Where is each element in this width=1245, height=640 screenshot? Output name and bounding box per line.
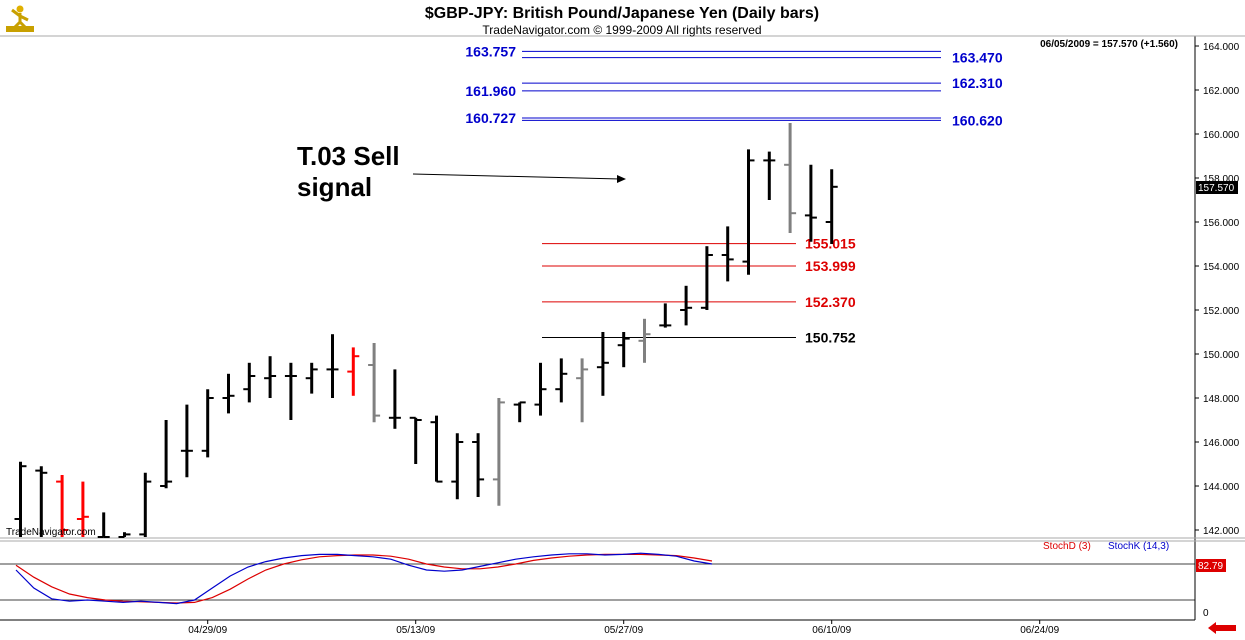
chart-title: $GBP-JPY: British Pound/Japanese Yen (Da…	[425, 5, 819, 22]
level-label: 162.310	[952, 75, 1003, 91]
date-tick-label: 06/10/09	[812, 625, 851, 636]
ohlc-bar	[180, 404, 193, 478]
level-label: 163.757	[465, 43, 516, 59]
ohlc-bar	[347, 347, 360, 396]
trader-figure-logo-icon	[6, 5, 34, 32]
ohlc-bar	[804, 164, 817, 242]
ohlc-bar	[763, 151, 776, 200]
scroll-left-arrow-icon[interactable]	[1208, 622, 1236, 634]
level-label: 161.960	[465, 83, 516, 99]
level-label: 150.752	[805, 329, 856, 345]
stoch-series-line	[15, 552, 713, 605]
price-tick-label: 156.000	[1203, 218, 1240, 229]
stoch-value-badge	[1196, 559, 1226, 572]
ohlc-bar	[388, 369, 401, 429]
price-tick-label: 152.000	[1203, 306, 1240, 317]
ohlc-bar	[596, 332, 609, 396]
watermark-text: TradeNavigator.com	[6, 527, 96, 538]
level-label: 163.470	[952, 50, 1003, 66]
ohlc-bar	[576, 358, 589, 423]
ohlc-bar	[76, 481, 89, 537]
price-tick-label: 150.000	[1203, 350, 1240, 361]
date-tick-label: 05/13/09	[396, 625, 435, 636]
ohlc-bar	[14, 461, 27, 537]
ohlc-bar	[617, 332, 630, 368]
ohlc-bar	[659, 303, 672, 328]
ohlc-bar	[118, 532, 131, 538]
ohlc-bar	[680, 285, 693, 326]
level-label: 152.370	[805, 294, 856, 310]
ohlc-bar	[368, 343, 381, 423]
ohlc-bar	[201, 389, 214, 458]
price-tick-label: 160.000	[1203, 130, 1240, 141]
sell-signal-label-line1: T.03 Sell	[297, 141, 400, 171]
ohlc-bar	[56, 475, 69, 537]
ohlc-bar	[305, 362, 318, 394]
ohlc-bar	[139, 472, 152, 537]
ohlc-bar	[264, 356, 277, 398]
price-tick-label: 146.000	[1203, 438, 1240, 449]
stoch-zero-label: 0	[1203, 608, 1209, 619]
sell-signal-arrowhead-icon	[617, 175, 626, 183]
ohlc-bar	[284, 362, 297, 420]
ohlc-bar	[638, 318, 651, 363]
stochd-legend: StochD (3)	[1043, 541, 1091, 552]
price-tick-label: 158.000	[1203, 174, 1240, 185]
date-tick-label: 06/24/09	[1020, 625, 1059, 636]
ohlc-bar	[472, 433, 485, 497]
ohlc-bar	[700, 246, 713, 310]
ohlc-bar	[35, 466, 48, 537]
price-tick-label: 162.000	[1203, 86, 1240, 97]
level-label: 160.620	[952, 112, 1003, 128]
ohlc-bar	[243, 362, 256, 403]
ohlc-bar	[784, 123, 797, 233]
ohlc-bar	[430, 415, 443, 483]
ohlc-bar	[825, 169, 838, 244]
stoch-value-text: 82.79	[1198, 561, 1223, 572]
current-price-text: 157.570	[1198, 183, 1235, 194]
ohlc-bar	[742, 149, 755, 275]
price-tick-label: 142.000	[1203, 526, 1240, 537]
date-tick-label: 04/29/09	[188, 625, 227, 636]
sell-signal-label-line2: signal	[297, 172, 372, 202]
price-tick-label: 144.000	[1203, 482, 1240, 493]
ohlc-bar	[721, 226, 734, 282]
ohlc-bar	[97, 512, 110, 538]
current-price-badge	[1196, 181, 1238, 194]
ohlc-bar	[409, 416, 422, 464]
ohlc-bar	[222, 373, 235, 414]
sell-signal-arrow	[412, 173, 621, 180]
stochk-legend: StochK (14,3)	[1108, 541, 1169, 552]
ohlc-bar	[534, 362, 547, 416]
date-tick-label: 05/27/09	[604, 625, 643, 636]
level-label: 153.999	[805, 258, 856, 274]
copyright-text: TradeNavigator.com © 1999-2009 All right…	[482, 23, 761, 37]
price-tick-label: 164.000	[1203, 42, 1240, 53]
ohlc-bar	[326, 334, 339, 398]
price-tick-label: 148.000	[1203, 394, 1240, 405]
ohlc-bar	[513, 401, 526, 423]
ohlc-bar	[555, 358, 568, 403]
level-label: 160.727	[465, 110, 516, 126]
ohlc-bar	[160, 420, 173, 489]
ohlc-bar	[451, 433, 464, 500]
price-tick-label: 154.000	[1203, 262, 1240, 273]
ohlc-bar	[492, 398, 505, 506]
last-quote-text: 06/05/2009 = 157.570 (+1.560)	[1040, 39, 1178, 50]
